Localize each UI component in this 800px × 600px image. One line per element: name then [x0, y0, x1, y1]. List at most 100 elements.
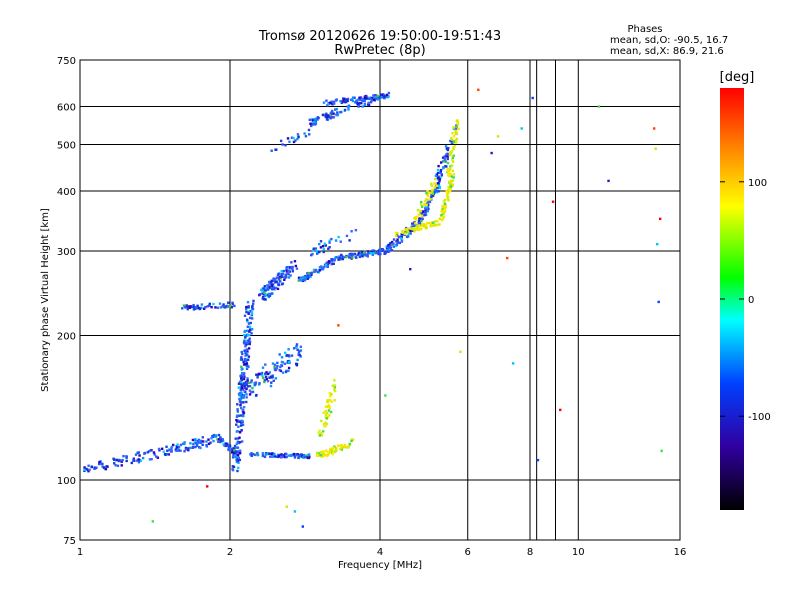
data-point: [446, 192, 449, 195]
colorbar-tick-label: 100: [748, 178, 767, 189]
data-point: [237, 382, 241, 385]
data-point: [373, 97, 377, 100]
data-point: [205, 445, 209, 448]
data-point: [97, 462, 101, 466]
data-point: [285, 266, 289, 269]
data-point: [263, 294, 266, 297]
data-point: [244, 329, 247, 333]
data-point: [196, 443, 199, 446]
data-point: [358, 101, 361, 105]
data-point: [380, 248, 384, 251]
data-point: [328, 246, 331, 249]
data-point: [447, 170, 450, 174]
data-point: [430, 224, 433, 227]
data-point: [331, 448, 334, 451]
data-point: [85, 467, 88, 471]
data-point: [205, 443, 208, 447]
data-point: [187, 447, 190, 450]
data-point: [290, 136, 294, 139]
data-point: [285, 354, 289, 357]
data-point: [324, 244, 328, 247]
data-point: [240, 383, 243, 386]
data-point: [250, 332, 253, 335]
data-point: [291, 267, 294, 271]
data-point: [260, 371, 264, 375]
data-point: [359, 96, 363, 99]
data-point: [279, 277, 283, 280]
data-point: [245, 318, 249, 321]
data-point: [449, 153, 452, 157]
data-point: [329, 410, 333, 414]
data-point: [446, 169, 450, 172]
data-point: [308, 133, 311, 136]
data-point: [251, 453, 255, 456]
data-point: [134, 453, 138, 456]
data-point: [236, 446, 240, 449]
data-point: [303, 454, 306, 457]
data-point: [251, 386, 254, 390]
data-point: [299, 349, 303, 352]
scatter-point: [536, 458, 540, 462]
data-point: [268, 371, 272, 374]
data-point: [219, 436, 222, 439]
data-point: [327, 247, 330, 250]
data-point: [372, 98, 376, 101]
data-point: [245, 400, 248, 404]
data-point: [192, 303, 195, 307]
data-point: [436, 220, 439, 223]
data-point: [344, 100, 348, 104]
data-point: [277, 278, 281, 281]
x-axis-ticks: 1 2 4 6 8 10 16: [77, 547, 687, 558]
data-point: [340, 443, 343, 447]
data-point: [300, 276, 303, 279]
data-point: [347, 105, 350, 109]
data-point: [331, 453, 334, 456]
data-point: [168, 448, 172, 452]
data-point: [405, 230, 408, 234]
data-point: [236, 453, 240, 457]
data-point: [242, 372, 246, 375]
data-point: [296, 348, 299, 351]
data-point: [238, 420, 242, 423]
data-point: [239, 389, 243, 392]
data-point: [435, 184, 438, 187]
data-point: [314, 120, 317, 123]
data-point: [419, 200, 423, 204]
data-point: [95, 466, 98, 469]
data-point: [292, 452, 296, 456]
data-point: [250, 379, 253, 382]
data-point: [322, 266, 326, 269]
data-point: [383, 95, 386, 98]
data-point: [285, 272, 289, 275]
data-point: [377, 249, 381, 253]
data-point: [104, 467, 108, 471]
data-point: [303, 132, 306, 135]
data-point: [335, 255, 338, 259]
data-point: [450, 175, 454, 178]
data-point: [451, 158, 454, 161]
data-point: [416, 215, 419, 218]
data-point: [427, 207, 430, 211]
data-point: [253, 383, 257, 386]
data-point: [277, 273, 280, 276]
data-point: [400, 239, 404, 242]
data-point: [286, 137, 290, 140]
data-point: [250, 380, 253, 384]
data-point: [430, 182, 433, 186]
data-point: [435, 173, 439, 176]
data-point: [299, 279, 303, 282]
data-point: [409, 227, 413, 230]
data-point: [276, 364, 279, 368]
data-point: [329, 395, 332, 398]
data-point: [245, 305, 248, 309]
data-point: [288, 140, 291, 144]
data-point: [319, 453, 322, 457]
data-point: [251, 317, 254, 320]
data-point: [406, 235, 410, 238]
data-point: [423, 213, 427, 217]
data-point: [425, 203, 428, 207]
data-point: [238, 431, 242, 434]
data-point: [434, 174, 438, 178]
data-point: [413, 224, 417, 227]
data-point: [287, 366, 291, 370]
